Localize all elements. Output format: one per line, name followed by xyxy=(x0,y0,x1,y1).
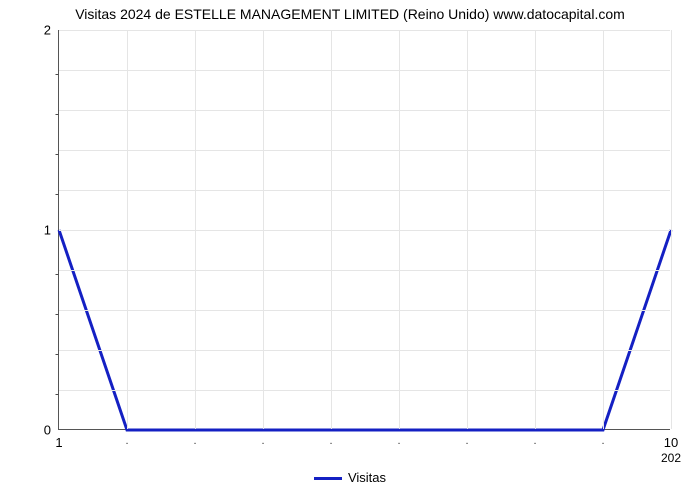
gridline-h-minor xyxy=(59,70,670,71)
ytick-minor: - xyxy=(55,149,59,152)
ytick-minor: - xyxy=(55,189,59,192)
ytick-minor: - xyxy=(55,389,59,392)
plot-area: 0----1----2110........202 xyxy=(58,30,670,430)
legend: Visitas xyxy=(0,470,700,485)
gridline-v xyxy=(127,30,128,429)
xtick-minor: . xyxy=(465,429,468,447)
xtick-minor: . xyxy=(125,429,128,447)
xtick-minor: . xyxy=(329,429,332,447)
gridline-h-minor xyxy=(59,270,670,271)
gridline-v xyxy=(399,30,400,429)
xtick-label: 1 xyxy=(55,429,62,450)
gridline-h xyxy=(59,30,670,31)
ytick-minor: - xyxy=(55,269,59,272)
xtick-minor: . xyxy=(397,429,400,447)
gridline-h-minor xyxy=(59,110,670,111)
gridline-v xyxy=(671,30,672,429)
xtick-sublabel: 202 xyxy=(661,429,681,465)
xtick-minor: . xyxy=(601,429,604,447)
gridline-v xyxy=(535,30,536,429)
gridline-h-minor xyxy=(59,150,670,151)
series-line-visitas xyxy=(59,230,671,430)
gridline-v xyxy=(331,30,332,429)
gridline-h xyxy=(59,230,670,231)
legend-label: Visitas xyxy=(348,470,386,485)
gridline-v xyxy=(603,30,604,429)
gridline-h-minor xyxy=(59,310,670,311)
gridline-h-minor xyxy=(59,350,670,351)
ytick-minor: - xyxy=(55,69,59,72)
chart-container: Visitas 2024 de ESTELLE MANAGEMENT LIMIT… xyxy=(0,0,700,500)
ytick-minor: - xyxy=(55,109,59,112)
xtick-minor: . xyxy=(261,429,264,447)
gridline-h-minor xyxy=(59,190,670,191)
gridline-v xyxy=(467,30,468,429)
gridline-v xyxy=(263,30,264,429)
ytick-label: 2 xyxy=(44,23,59,38)
xtick-minor: . xyxy=(533,429,536,447)
ytick-minor: - xyxy=(55,309,59,312)
chart-title: Visitas 2024 de ESTELLE MANAGEMENT LIMIT… xyxy=(0,6,700,22)
ytick-label: 1 xyxy=(44,223,59,238)
ytick-minor: - xyxy=(55,349,59,352)
gridline-h-minor xyxy=(59,390,670,391)
xtick-minor: . xyxy=(193,429,196,447)
gridline-v xyxy=(195,30,196,429)
legend-swatch xyxy=(314,477,342,480)
